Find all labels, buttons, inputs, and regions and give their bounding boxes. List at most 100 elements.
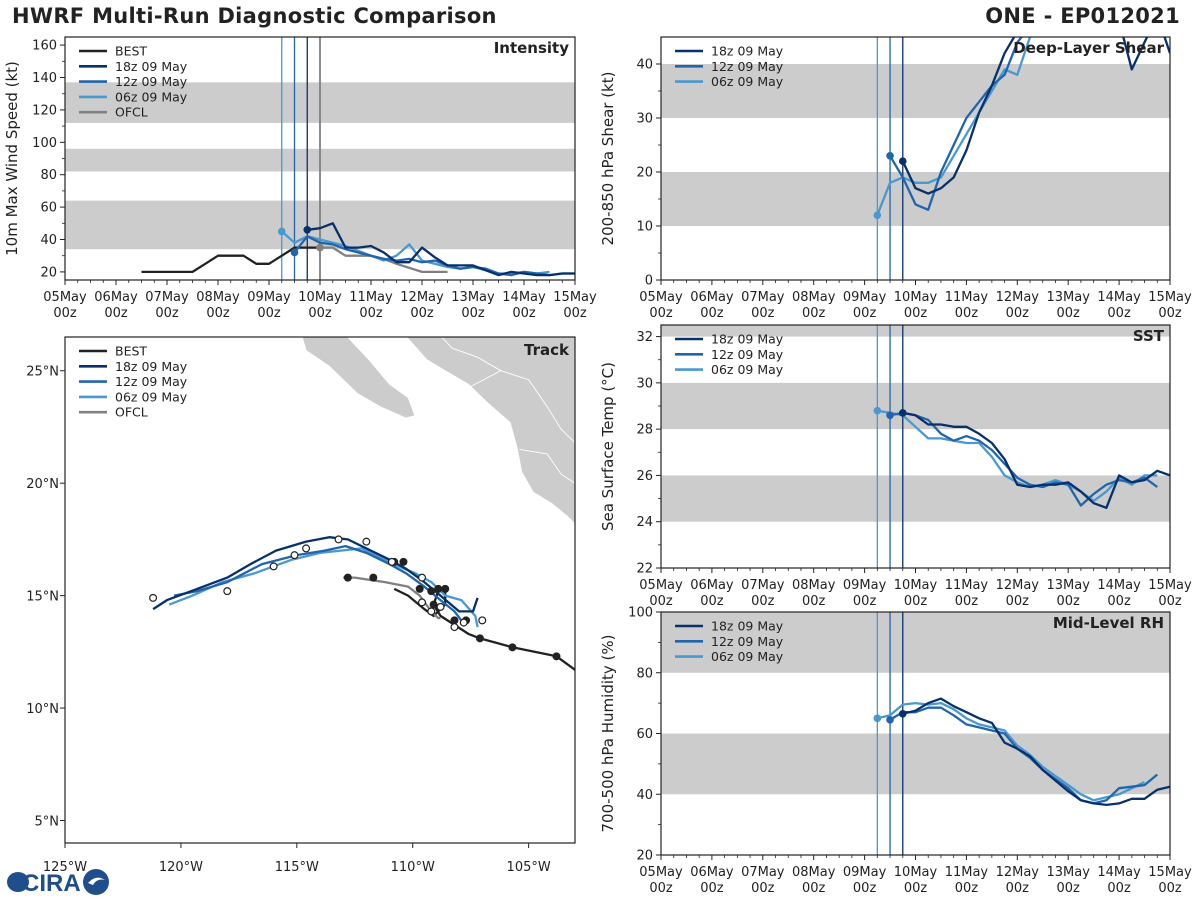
init-marker-run12 [886,716,894,724]
x-tick-label-hour: 00z [853,594,877,609]
x-tick-label-day: 12May [996,865,1040,880]
x-tick-label-hour: 00z [904,306,928,321]
track-position-filled [434,584,443,593]
x-tick-label-day: 07May [741,865,785,880]
x-tick-label-day: 07May [741,578,785,593]
shaded-band [661,733,1170,795]
series-line-run18 [902,697,1170,807]
x-tick-label-day: 06May [94,290,138,305]
x-tick-label-day: 09May [843,865,887,880]
series-line-run12 [889,411,1158,507]
track-position-filled [508,643,517,652]
longitude-label: 115°W [275,860,319,875]
y-tick-label: 140 [32,71,57,86]
legend-label: 18z 09 May [711,44,784,59]
y-tick-label: 28 [636,423,653,438]
plot-area-shear [661,37,1170,280]
x-tick-label-hour: 00z [1006,306,1030,321]
track-position-filled [429,600,438,609]
x-tick-label-day: 06May [690,290,734,305]
x-tick-label-day: 10May [894,578,938,593]
x-tick-label-hour: 00z [308,306,332,321]
x-tick-label-hour: 00z [904,881,928,896]
track-line-best [432,604,575,671]
legend-label: OFCL [115,105,148,120]
y-axis-label: Sea Surface Temp (°C) [599,362,617,531]
track-position-open [290,551,299,560]
x-tick-label-hour: 00z [1158,306,1182,321]
track-position-open [478,616,487,625]
track-position-filled [369,573,378,582]
x-tick-label-day: 08May [792,578,836,593]
x-tick-label-day: 13May [1046,578,1090,593]
state-border [519,448,575,484]
init-marker-run06 [277,227,286,236]
y-tick-label: 80 [40,168,57,183]
axes-frame [64,336,576,844]
y-tick-label: 10 [636,220,653,235]
panel-track: 125°W 120°W 115°W 110°W 105°W 5°N 10°N 15°N 20°N… [26,336,576,875]
track-line-ofcl [343,576,441,620]
x-tick-label-day: 11May [945,865,989,880]
x-tick-label-day: 15May [1148,865,1192,880]
track-position-open [459,618,468,627]
x-tick-label-hour: 00z [1057,594,1081,609]
legend-label: 06z 09 May [115,389,188,404]
series-line-run06 [877,701,1145,802]
x-tick-label-hour: 00z [649,881,673,896]
legend-label: 12z 09 May [115,74,188,89]
x-tick-label-hour: 00z [955,594,979,609]
x-tick-label-day: 05May [639,865,683,880]
legend-label: 06z 09 May [711,362,784,377]
init-marker-run18 [303,225,312,234]
longitude-label: 110°W [391,860,435,875]
globe-icon [7,872,29,892]
x-tick-label-day: 12May [996,578,1040,593]
y-tick-label: 80 [636,666,653,681]
x-tick-label-hour: 00z [802,881,826,896]
track-line-run12 [173,544,463,622]
init-marker-run06 [873,211,882,219]
x-tick-label-hour: 00z [1107,306,1131,321]
x-tick-label-hour: 00z [1107,881,1131,896]
y-tick-label: 40 [636,58,653,73]
panel-title: SST [1133,327,1165,345]
shaded-band [661,325,1170,337]
legend-label: 18z 09 May [711,619,784,634]
track-position-filled [475,634,484,643]
x-tick-label-day: 07May [741,290,785,305]
x-tick-label-day: 11May [945,578,989,593]
latitude-label: 10°N [26,702,59,717]
legend-label: 18z 09 May [115,359,188,374]
storm-identifier: ONE - EP012021 [985,4,1180,28]
x-tick-label-hour: 00z [410,306,434,321]
x-tick-label-hour: 00z [1057,881,1081,896]
init-marker-run12 [886,411,894,420]
x-tick-label-hour: 00z [955,881,979,896]
init-marker-run12 [290,248,299,257]
cira-logo-text: CIRA [22,870,81,897]
panel-title: Intensity [494,39,570,57]
x-tick-label-day: 15May [1148,578,1192,593]
x-tick-label-hour: 00z [649,306,673,321]
track-position-filled [415,584,424,593]
x-tick-label-hour: 00z [802,306,826,321]
x-tick-label-day: 11May [349,290,393,305]
track-position-open [450,623,459,632]
x-tick-label-day: 10May [298,290,342,305]
track-position-open [302,544,311,553]
x-tick-label-hour: 00z [1006,594,1030,609]
track-position-open [149,593,158,602]
y-tick-label: 20 [636,166,653,181]
x-tick-label-day: 05May [43,290,87,305]
track-position-filled [552,652,561,661]
series-line-run12 [293,235,575,277]
x-tick-label-hour: 00z [461,306,485,321]
track-position-open [269,562,278,571]
plot-area-rh [661,612,1170,855]
y-tick-label: 0 [645,274,653,289]
x-tick-label-day: 15May [1148,290,1192,305]
x-tick-label-hour: 00z [53,306,77,321]
